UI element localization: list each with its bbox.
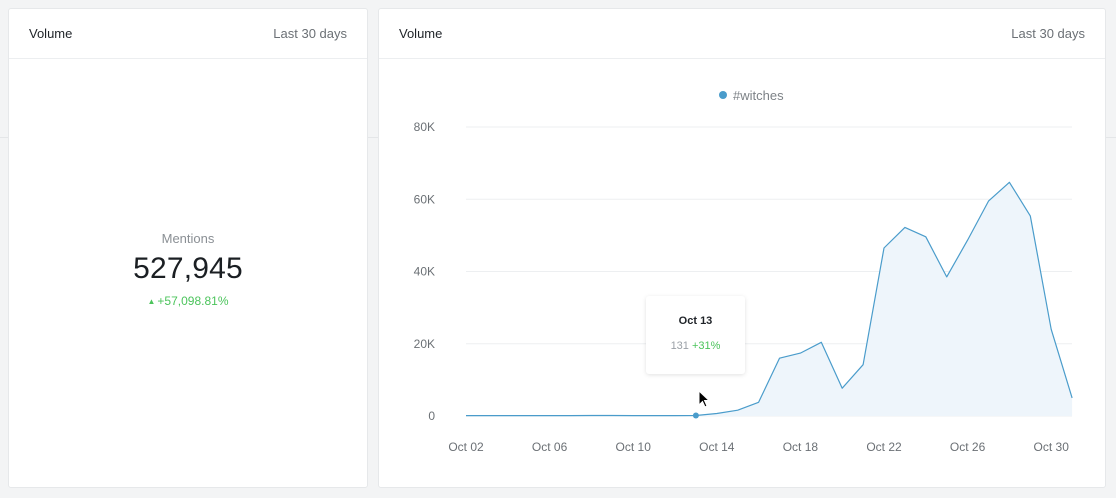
x-tick-label: Oct 30	[1034, 440, 1070, 454]
chart-tooltip: Oct 13 131 +31%	[646, 296, 745, 374]
x-tick-label: Oct 02	[448, 440, 484, 454]
y-tick-label: 80K	[414, 120, 435, 134]
legend-label: #witches	[733, 88, 784, 103]
tooltip-value: 131	[670, 340, 689, 352]
x-tick-label: Oct 06	[532, 440, 568, 454]
series-area	[466, 182, 1073, 416]
y-tick-label: 60K	[414, 192, 435, 206]
x-tick-label: Oct 14	[699, 440, 735, 454]
y-tick-label: 20K	[414, 337, 435, 351]
highlighted-point	[692, 412, 699, 419]
kpi-change: ▲ +57,098.81%	[9, 294, 367, 308]
y-tick-label: 0	[428, 409, 435, 423]
mentions-volume-card: Volume Last 30 days Mentions 527,945 ▲ +5…	[8, 8, 368, 488]
tooltip-change: +31%	[691, 340, 721, 352]
card-header: Volume Last 30 days	[9, 9, 367, 59]
date-range-selector[interactable]: Last 30 days	[273, 26, 347, 41]
tooltip-row: 131 +31%	[646, 340, 745, 352]
card-header: Volume Last 30 days	[379, 9, 1105, 59]
tooltip-date: Oct 13	[678, 315, 713, 327]
mouse-cursor-icon	[698, 390, 711, 408]
x-tick-label: Oct 10	[616, 440, 652, 454]
date-range-selector[interactable]: Last 30 days	[1011, 26, 1085, 41]
y-tick-label: 40K	[414, 265, 435, 279]
kpi-change-value: +57,098.81%	[157, 294, 229, 308]
x-tick-label: Oct 26	[950, 440, 986, 454]
series-line	[466, 181, 1073, 417]
kpi-label: Mentions	[161, 231, 215, 246]
up-arrow-icon: ▲	[147, 297, 156, 306]
card-title: Volume	[399, 26, 443, 41]
card-title: Volume	[29, 26, 73, 41]
kpi-value: 527,945	[133, 252, 243, 285]
kpi-block: Mentions 527,945 ▲ +57,098.81%	[9, 231, 367, 308]
x-tick-label: Oct 18	[783, 440, 819, 454]
x-tick-label: Oct 22	[866, 440, 902, 454]
legend-marker	[719, 91, 727, 99]
